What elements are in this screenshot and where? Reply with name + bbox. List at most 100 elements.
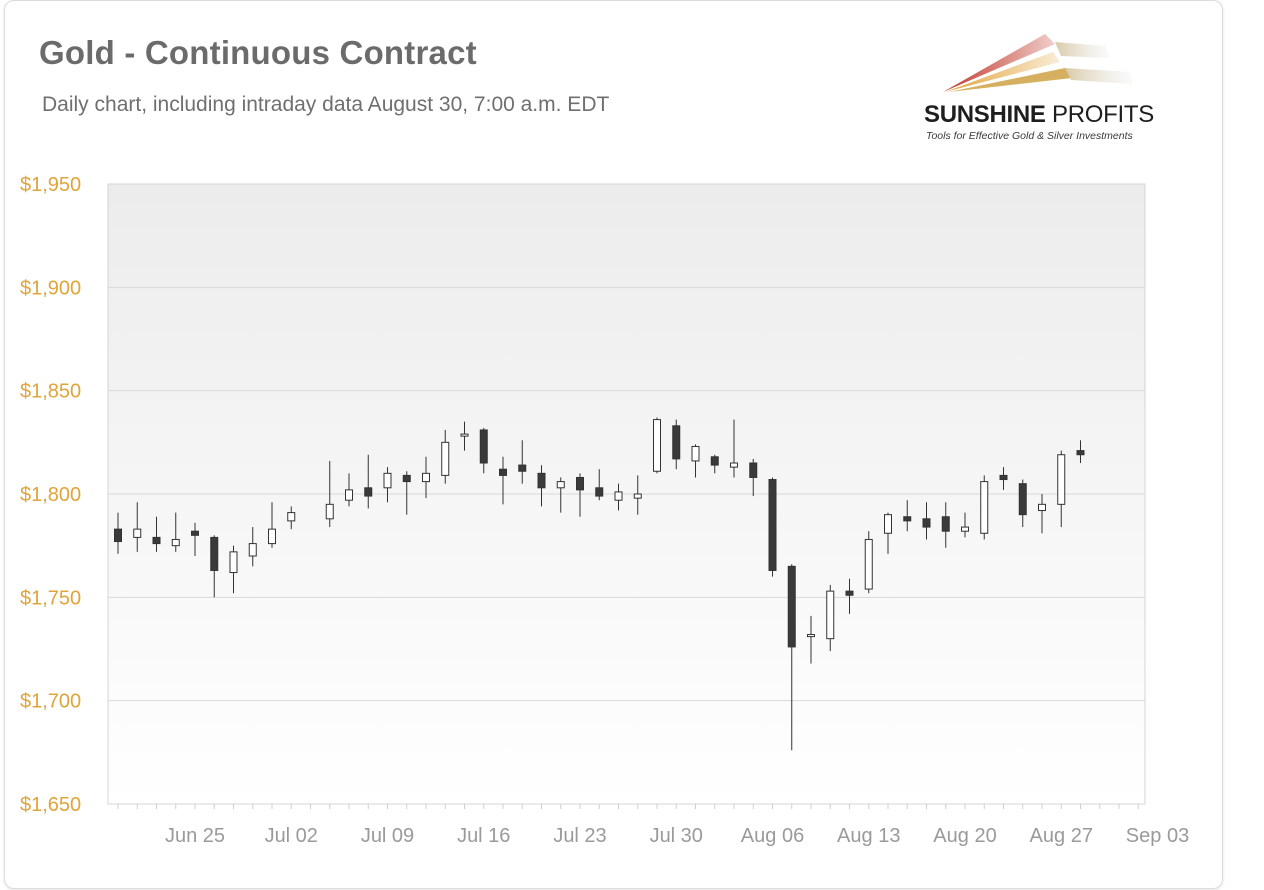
candle-body-bearish	[499, 468, 507, 476]
candle-body-bearish	[787, 565, 796, 648]
y-tick-label: $1,650	[20, 794, 81, 816]
candle-body-bullish	[171, 538, 180, 547]
candle-body-bearish	[903, 516, 912, 522]
y-tick-label: $1,850	[20, 381, 81, 403]
logo-name: SUNSHINE PROFITS	[924, 101, 1154, 129]
candle-body-bullish	[1038, 503, 1046, 512]
x-tick-label: Jul 16	[457, 825, 510, 847]
candle-body-bullish	[826, 590, 835, 640]
candle	[1057, 450, 1066, 528]
candle	[768, 477, 777, 577]
candle	[422, 456, 430, 499]
candle-body-bearish	[537, 472, 546, 489]
candle	[691, 444, 700, 478]
logo-name-light: PROFITS	[1052, 101, 1154, 128]
x-tick-label: Jul 30	[650, 825, 703, 847]
candle	[633, 475, 642, 515]
candle	[152, 516, 161, 552]
candle-body-bearish	[1018, 483, 1027, 516]
x-tick-label: Aug 06	[741, 825, 804, 847]
x-tick-label: Jul 09	[361, 825, 414, 847]
candle-body-bearish	[768, 479, 777, 571]
candle-body-bullish	[691, 445, 700, 462]
candle-body-bullish	[961, 526, 969, 532]
candle-body-bearish	[152, 536, 161, 545]
candle	[999, 467, 1008, 490]
candle	[383, 467, 392, 503]
candle-body-bullish	[422, 472, 430, 483]
y-tick-label: $1,750	[20, 587, 81, 609]
candle	[114, 512, 122, 554]
candle-body-bearish	[518, 464, 527, 472]
candle	[922, 502, 931, 540]
candle	[556, 477, 565, 513]
candle-body-bullish	[653, 419, 661, 472]
candle-body-bullish	[460, 433, 469, 437]
candle-body-bearish	[114, 528, 122, 543]
candle	[826, 584, 835, 652]
candle	[845, 578, 854, 614]
x-tick-label: Jul 23	[553, 825, 606, 847]
candle	[479, 427, 488, 474]
candle	[1038, 494, 1046, 534]
candle-body-bullish	[248, 543, 257, 557]
y-tick-label: $1,950	[20, 174, 81, 196]
candle	[884, 512, 892, 554]
logo-name-bold: SUNSHINE	[924, 101, 1046, 128]
candle	[653, 417, 661, 474]
candle	[672, 419, 681, 470]
x-tick-label: Jun 25	[165, 825, 225, 847]
candle	[460, 421, 469, 451]
candle-body-bearish	[210, 536, 219, 571]
candle	[595, 469, 604, 501]
y-tick-label: $1,800	[20, 484, 81, 506]
candle	[730, 419, 738, 478]
logo-rays-icon	[943, 34, 1133, 92]
candle	[1018, 479, 1027, 528]
candle	[191, 522, 199, 556]
candle-body-bullish	[345, 489, 353, 501]
candle-body-bearish	[845, 590, 854, 596]
grid-lines	[108, 286, 1145, 702]
candle	[133, 502, 142, 552]
candle-body-bullish	[133, 528, 142, 538]
x-tick-label: Aug 13	[837, 825, 900, 847]
candle	[229, 545, 238, 594]
x-axis: Jun 25 Jul 02 Jul 09 Jul 16 Jul 23 Jul 30 Aug …	[117, 804, 1189, 847]
candle-body-bearish	[479, 429, 488, 464]
candle-body-bearish	[710, 456, 719, 466]
candle-body-bullish	[864, 538, 873, 590]
x-tick-label: Sep 03	[1126, 825, 1189, 847]
y-tick-label: $1,700	[20, 691, 81, 713]
candle	[903, 500, 912, 532]
y-tick-label: $1,900	[20, 277, 81, 299]
candle-body-bullish	[633, 493, 642, 499]
candle	[345, 473, 353, 507]
candle	[576, 473, 584, 517]
candle-body-bullish	[383, 472, 392, 489]
candle-body-bullish	[614, 491, 623, 501]
candle-body-bearish	[576, 476, 584, 491]
candle-body-bullish	[325, 503, 334, 520]
candle-body-bullish	[441, 441, 450, 476]
candle	[210, 535, 219, 598]
candle-body-bearish	[672, 425, 681, 460]
candle	[325, 460, 334, 528]
candle	[614, 483, 623, 511]
candle-body-bearish	[595, 487, 604, 497]
candle	[537, 465, 546, 507]
candle-body-bearish	[749, 462, 758, 478]
candle-body-bullish	[556, 481, 565, 489]
candle-body-bullish	[1057, 454, 1066, 505]
candle	[402, 471, 411, 515]
x-tick-label: Aug 20	[933, 825, 996, 847]
candle	[171, 512, 180, 552]
candle-body-bullish	[884, 514, 892, 534]
candle-body-bullish	[229, 551, 238, 574]
candle	[980, 475, 989, 540]
x-tick-label: Aug 27	[1030, 825, 1093, 847]
candle-body-bullish	[268, 528, 276, 545]
candle	[248, 527, 257, 567]
candle-body-bearish	[999, 474, 1008, 481]
